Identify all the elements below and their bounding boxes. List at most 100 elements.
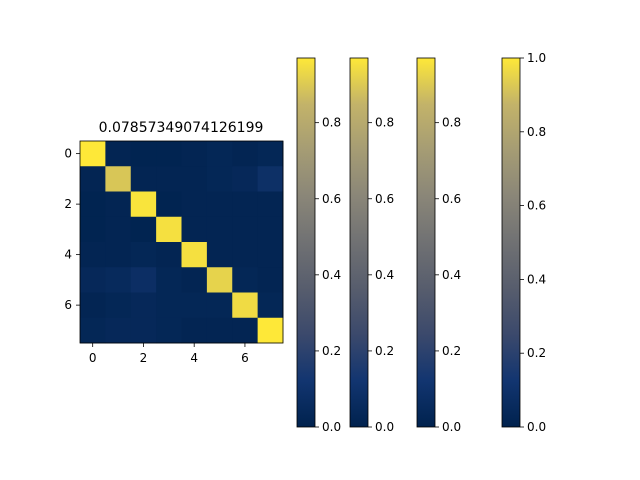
heatmap-cell (130, 317, 157, 344)
heatmap-cell (181, 317, 208, 344)
heatmap-cell (181, 216, 208, 243)
heatmap-cell (257, 216, 284, 243)
heatmap-cell (80, 292, 106, 319)
heatmap-cell (130, 141, 157, 167)
heatmap-cell (206, 242, 233, 268)
heatmap-cell (105, 166, 132, 192)
colorbar-2-gradient (349, 57, 369, 428)
heatmap-cell (105, 141, 132, 167)
colorbar-tick-label: 0.6 (527, 199, 546, 213)
heatmap-cell (206, 191, 233, 218)
heatmap-cell (257, 191, 284, 218)
heatmap-cell (130, 292, 157, 319)
colorbar-2-ticks: 0.0 0.2 0.4 0.6 0.8 (368, 116, 394, 434)
colorbar-3-ticks: 0.0 0.2 0.4 0.6 0.8 (435, 116, 461, 434)
heatmap-cell (257, 317, 284, 344)
x-tick-label: 6 (241, 351, 249, 365)
heatmap-cell (206, 317, 233, 344)
colorbar-tick-label: 0.0 (527, 420, 546, 434)
colorbar-tick-label: 0.6 (442, 192, 461, 206)
colorbar-tick-label: 0.8 (442, 116, 461, 130)
colorbar-tick-label: 0.4 (527, 272, 546, 286)
heatmap-cell (156, 317, 182, 344)
colorbar-tick-label: 0.6 (322, 192, 341, 206)
colorbar-1-ticks: 0.0 0.2 0.4 0.6 0.8 (315, 116, 341, 434)
heatmap-cell (130, 216, 157, 243)
heatmap-cell (80, 141, 106, 167)
colorbar-3-gradient (416, 57, 436, 428)
heatmap-cell (105, 191, 132, 218)
heatmap-cell (156, 292, 182, 319)
heatmap-cell (232, 267, 259, 293)
colorbar-tick-label: 0.0 (322, 420, 341, 434)
heatmap-cell (181, 242, 208, 268)
colorbar-4-ticks: 0.0 0.2 0.4 0.6 0.8 1.0 (520, 51, 546, 434)
x-tick-label: 4 (190, 351, 198, 365)
heatmap-panel: 0.07857349074126199 0 2 4 6 0 2 4 6 (64, 120, 284, 365)
heatmap-cell (130, 191, 157, 218)
heatmap-cell (156, 242, 182, 268)
colorbar-tick-label: 0.2 (322, 344, 341, 358)
heatmap-cell (257, 242, 284, 268)
heatmap-cell (181, 292, 208, 319)
heatmap-cell (80, 267, 106, 293)
heatmap-cell (105, 317, 132, 344)
heatmap-cell (206, 292, 233, 319)
heatmap-cell (232, 191, 259, 218)
x-tick-label: 0 (89, 351, 97, 365)
heatmap-cell (232, 242, 259, 268)
heatmap-cell (156, 216, 182, 243)
colorbar-1-gradient (296, 57, 316, 428)
heatmap-cell (206, 166, 233, 192)
heatmap-title: 0.07857349074126199 (99, 120, 264, 136)
y-tick-label: 4 (64, 248, 72, 262)
heatmap-cell (105, 216, 132, 243)
colorbar-4-gradient (501, 57, 521, 428)
heatmap-x-ticks: 0 2 4 6 (89, 343, 249, 365)
heatmap-cell (181, 267, 208, 293)
heatmap-cell (257, 141, 284, 167)
heatmap-cell (80, 242, 106, 268)
heatmap-cell (156, 267, 182, 293)
colorbar-tick-label: 0.8 (322, 116, 341, 130)
heatmap-cell (105, 267, 132, 293)
colorbar-4: 0.0 0.2 0.4 0.6 0.8 1.0 (501, 51, 546, 434)
heatmap-cell (206, 267, 233, 293)
colorbar-2: 0.0 0.2 0.4 0.6 0.8 (349, 57, 394, 434)
colorbar-tick-label: 0.0 (442, 420, 461, 434)
heatmap-cell (232, 292, 259, 319)
heatmap-cell (257, 267, 284, 293)
heatmap-cell (257, 166, 284, 192)
y-tick-label: 6 (64, 298, 72, 312)
y-tick-label: 0 (64, 147, 72, 161)
heatmap-cell (80, 216, 106, 243)
colorbar-tick-label: 1.0 (527, 51, 546, 65)
heatmap-frame (79, 140, 284, 344)
colorbar-1: 0.0 0.2 0.4 0.6 0.8 (296, 57, 341, 434)
heatmap-cell (130, 166, 157, 192)
heatmap-cell (181, 191, 208, 218)
colorbar-tick-label: 0.4 (322, 268, 341, 282)
heatmap-cell (156, 141, 182, 167)
heatmap-y-ticks: 0 2 4 6 (64, 147, 80, 312)
colorbar-tick-label: 0.2 (375, 344, 394, 358)
colorbar-tick-label: 0.0 (375, 420, 394, 434)
colorbar-tick-label: 0.8 (375, 116, 394, 130)
colorbar-tick-label: 0.2 (442, 344, 461, 358)
heatmap-cell (181, 166, 208, 192)
heatmap-cell (105, 242, 132, 268)
y-tick-label: 2 (64, 197, 72, 211)
heatmap-cell (80, 166, 106, 192)
heatmap-cell (105, 292, 132, 319)
colorbar-tick-label: 0.6 (375, 192, 394, 206)
heatmap-cell (257, 292, 284, 319)
heatmap-cell (156, 166, 182, 192)
colorbar-3: 0.0 0.2 0.4 0.6 0.8 (416, 57, 461, 434)
heatmap-cell (206, 216, 233, 243)
heatmap-cell (232, 141, 259, 167)
colorbar-tick-label: 0.2 (527, 346, 546, 360)
heatmap-cell (232, 317, 259, 344)
heatmap-cells (80, 141, 284, 344)
heatmap-cell (130, 242, 157, 268)
